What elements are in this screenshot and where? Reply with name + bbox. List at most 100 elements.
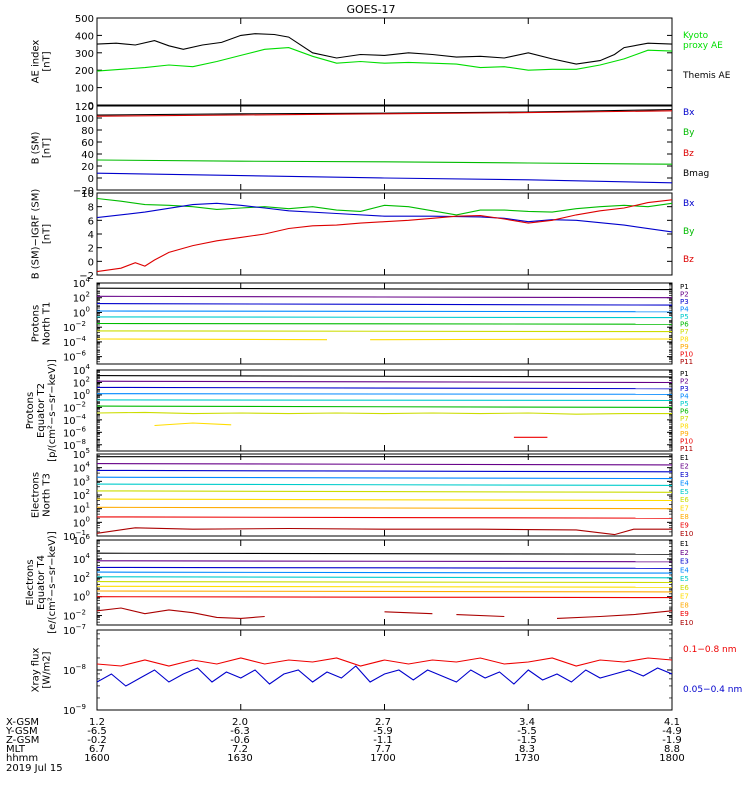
legend-entry: E1: [680, 454, 689, 462]
y-axis-label: ElectronsEquator T4[e/(cm²−s−sr−keV)]: [25, 531, 58, 634]
y-axis-label-line: Electrons: [25, 559, 36, 605]
series-line-p1: [97, 375, 672, 378]
series-line-e6: [97, 581, 672, 584]
series-line-bmag: [97, 109, 672, 116]
legend-entry: P8: [680, 336, 689, 344]
legend-entry: E7: [680, 505, 689, 513]
y-tick-label: 20: [81, 162, 94, 173]
legend-entry: Kyoto: [683, 31, 709, 41]
y-axis-label: AE index[nT]: [31, 40, 53, 84]
y-axis-label: ProtonsEquator T2[p/(cm²−s−sr−keV)]: [25, 359, 58, 462]
series-line-p4: [97, 393, 672, 395]
y-tick-label: 106: [73, 533, 91, 547]
series-line-e9: [97, 596, 672, 599]
axis-row-value: 7.7: [375, 744, 391, 755]
y-axis-label: ProtonsNorth T1: [31, 302, 53, 346]
series-line-bz: [97, 110, 672, 117]
legend-entry: P7: [680, 328, 689, 336]
series-line-p3: [97, 303, 672, 306]
y-tick-label: 40: [81, 150, 94, 161]
axis-row-value: -1.1: [373, 735, 393, 746]
axis-row-value: 1800: [659, 753, 684, 764]
series-line-e10b: [384, 611, 433, 615]
legend-entry: Themis AE: [682, 71, 731, 81]
series-line-bx: [97, 202, 672, 233]
y-tick-label: 10−6: [63, 350, 87, 364]
y-tick-label: 100: [73, 305, 90, 319]
legend-entry: E2: [680, 462, 689, 470]
series-line-by: [97, 197, 672, 216]
series-line-p2: [97, 380, 672, 384]
series-line-p5: [97, 316, 672, 319]
legend-entry: 0.05−0.4 nm: [683, 685, 742, 695]
legend-entry: E10: [680, 619, 693, 627]
y-tick-label: 200: [75, 66, 94, 77]
legend-entry: P2: [680, 291, 689, 299]
series-line-themis-ae: [97, 33, 672, 65]
axis-row-label: MLT: [6, 744, 26, 755]
y-tick-label: 104: [73, 461, 91, 475]
legend-entry: P7: [680, 415, 689, 423]
legend-entry: E9: [680, 610, 689, 618]
legend-entry: Bz: [683, 255, 694, 265]
axis-row-value: 6.7: [89, 744, 105, 755]
series-line-p8: [154, 422, 232, 427]
panel-7: 10−2 100 102 104 106 ElectronsEquator T4[e/(c…: [25, 531, 693, 634]
y-axis-label-line: B (SM): [31, 131, 42, 164]
y-tick-label: 100: [73, 590, 90, 604]
series-line-e5: [97, 576, 672, 579]
series-line-by: [97, 159, 672, 165]
axis-row-value: 2.7: [375, 717, 391, 728]
axis-row-value: 1630: [227, 753, 252, 764]
y-tick-label: 100: [75, 114, 94, 125]
y-axis-label-line: [p/(cm²−s−sr−keV)]: [47, 359, 58, 462]
panel-8: 10−9 10−8 10−7 Xray flux[W/m2] 0.1−0.8 nm 0.0…: [31, 623, 743, 717]
figure-title: GOES-17: [346, 3, 395, 16]
plot-frame: [96, 105, 673, 191]
legend-entry: E1: [680, 540, 689, 548]
y-axis-label-line: B (SM)−IGRF (SM): [31, 189, 42, 280]
y-axis-label-line: North T1: [42, 302, 53, 346]
legend-entry: E9: [680, 522, 689, 530]
y-tick-label: 300: [75, 49, 94, 60]
legend-entry: P2: [680, 378, 689, 386]
y-tick-label: 10−8: [63, 663, 86, 677]
axis-row-value: 7.2: [232, 744, 248, 755]
series-line-e5: [97, 483, 672, 486]
legend-entry: Bz: [683, 149, 694, 159]
axis-row-value: -6.5: [87, 726, 107, 737]
y-axis-label-line: [W/m2]: [42, 651, 53, 688]
series-line-e10: [97, 527, 672, 536]
series-line-e9: [97, 516, 672, 519]
y-axis-label-line: Protons: [31, 305, 42, 342]
legend-entry: Bmag: [683, 169, 709, 179]
legend-entry: proxy AE: [683, 41, 723, 51]
plot-frame: [96, 453, 673, 537]
series-line-e2: [97, 463, 672, 466]
axis-row-value: 8.8: [664, 744, 680, 755]
y-tick-label: 10−7: [63, 623, 86, 637]
y-axis-label-line: Equator T2: [36, 383, 47, 438]
series-line-0-1-0-8-nm: [97, 657, 672, 667]
y-tick-label: 102: [73, 571, 90, 585]
y-axis-label: B (SM)[nT]: [31, 131, 53, 164]
axis-row-label: X-GSM: [6, 717, 39, 728]
y-tick-label: 100: [73, 515, 90, 529]
series-line-e1: [97, 552, 672, 555]
y-tick-label: 0: [88, 257, 94, 268]
axis-row-value: -1.5: [517, 735, 537, 746]
y-tick-label: 102: [73, 488, 90, 502]
y-tick-label: 0: [88, 174, 94, 185]
y-tick-label: 101: [73, 502, 90, 516]
axis-row-value: 1700: [370, 753, 395, 764]
legend-entry: P11: [680, 445, 693, 453]
series-line-e8: [97, 590, 672, 593]
y-tick-label: 80: [81, 126, 94, 137]
series-line-p6: [97, 322, 672, 325]
legend-entry: E3: [680, 471, 689, 479]
series-line-e7: [97, 585, 672, 588]
